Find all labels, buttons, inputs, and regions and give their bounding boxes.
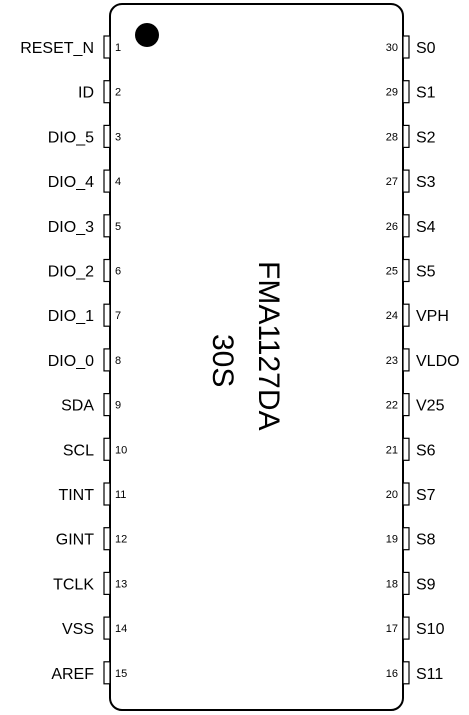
pin-lead [104,483,110,505]
pin-lead [104,36,110,58]
pin1-marker-dot [135,23,159,47]
pin-number-label: 29 [386,87,398,99]
pin-number-label: 5 [115,221,121,233]
pin-lead [104,617,110,639]
pin-name-label: VPH [416,308,449,325]
pin-name-label: S9 [416,576,436,593]
pin-lead [104,304,110,326]
pin-number-label: 26 [386,221,398,233]
pin-number-label: 28 [386,131,398,143]
pin-name-label: DIO_3 [48,219,94,236]
pin-lead [104,394,110,416]
pin-name-label: TCLK [53,576,94,593]
pin-lead [104,125,110,147]
pin-name-label: VSS [62,621,94,638]
pin-lead [104,349,110,371]
pin-number-label: 12 [115,534,127,546]
pin-number-label: 16 [386,668,398,680]
pin-lead [403,483,409,505]
pin-name-label: S10 [416,621,445,638]
pin-name-label: S7 [416,487,436,504]
pin-name-label: DIO_2 [48,264,94,281]
pin-lead [403,304,409,326]
pin-lead [403,81,409,103]
pin-name-label: GINT [56,532,94,549]
pin-number-label: 2 [115,87,121,99]
pin-number-label: 10 [115,444,127,456]
pin-number-label: 17 [386,623,398,635]
right-pin-column: S0 30 S1 29 S2 28 S3 27 S4 26 S5 25 VPH 24 VLDO 23 V25 22… [386,36,460,684]
pin-lead [403,170,409,192]
pin-name-label: S2 [416,129,436,146]
pin-lead [104,662,110,684]
pin-lead [104,438,110,460]
pin-number-label: 15 [115,668,127,680]
pin-lead [403,349,409,371]
chip-package-label: 30S [206,334,239,387]
pin-number-label: 1 [115,42,121,54]
pin-number-label: 6 [115,266,121,278]
pin-name-label: SCL [63,442,94,459]
pin-name-label: AREF [51,666,94,683]
pin-number-label: 24 [386,310,398,322]
pin-number-label: 22 [386,400,398,412]
pin-name-label: DIO_0 [48,353,94,370]
pin-name-label: DIO_1 [48,308,94,325]
pin-name-label: S4 [416,219,436,236]
pin-lead [104,260,110,282]
pin-number-label: 14 [115,623,127,635]
pin-lead [403,572,409,594]
pin-number-label: 9 [115,400,121,412]
pin-number-label: 18 [386,578,398,590]
pin-lead [104,572,110,594]
pin-name-label: V25 [416,398,445,415]
pin-number-label: 27 [386,176,398,188]
pin-lead [403,528,409,550]
pin-lead [104,81,110,103]
pin-number-label: 25 [386,266,398,278]
pin-name-label: TINT [58,487,94,504]
pin-lead [403,260,409,282]
pin-number-label: 30 [386,42,398,54]
pin-name-label: S1 [416,85,436,102]
pin-name-label: DIO_4 [48,174,94,191]
pin-lead [104,170,110,192]
pin-name-label: SDA [61,398,94,415]
pin-name-label: S6 [416,442,436,459]
chip-part-number: FMA1127DA [252,261,285,431]
pin-lead [403,125,409,147]
pin-number-label: 21 [386,444,398,456]
pin-lead [104,215,110,237]
pin-number-label: 3 [115,131,121,143]
pin-number-label: 8 [115,355,121,367]
pin-name-label: S11 [416,666,443,683]
pin-name-label: DIO_5 [48,129,94,146]
pin-lead [403,662,409,684]
pin-lead [104,528,110,550]
pin-number-label: 11 [115,489,126,501]
pin-name-label: S5 [416,264,436,281]
pin-number-label: 4 [115,176,121,188]
pin-name-label: S0 [416,40,436,57]
pin-number-label: 20 [386,489,398,501]
pin-lead [403,394,409,416]
pin-name-label: S3 [416,174,436,191]
pin-name-label: VLDO [416,353,460,370]
pin-lead [403,617,409,639]
pin-lead [403,36,409,58]
pin-number-label: 13 [115,578,127,590]
pin-lead [403,215,409,237]
pin-name-label: RESET_N [20,40,94,57]
pin-number-label: 23 [386,355,398,367]
pin-name-label: ID [78,85,94,102]
pin-lead [403,438,409,460]
pin-name-label: S8 [416,532,436,549]
pin-number-label: 19 [386,534,398,546]
pin-number-label: 7 [115,310,121,322]
